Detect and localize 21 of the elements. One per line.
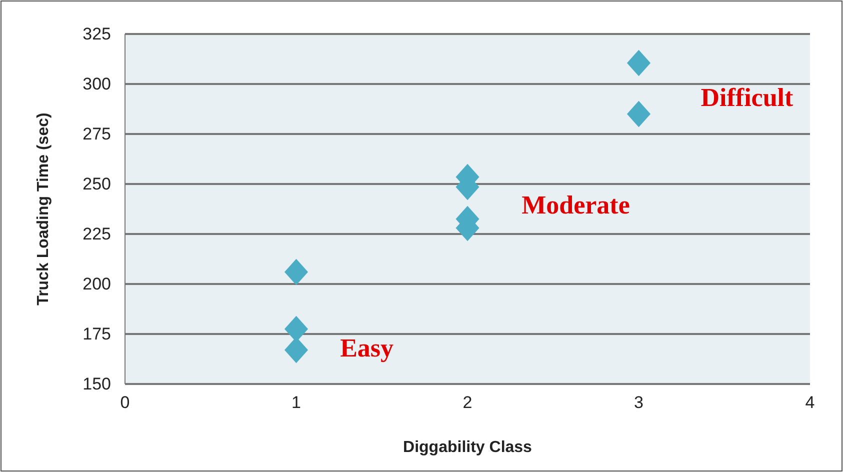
y-tick-label: 275	[82, 124, 111, 144]
y-tick-label: 225	[82, 224, 111, 244]
y-tick-label: 200	[82, 274, 111, 294]
x-tick-label: 3	[634, 393, 644, 412]
y-tick-label: 325	[82, 24, 111, 44]
point	[284, 258, 308, 286]
annotation: Easy	[340, 333, 394, 362]
annotation: Moderate	[522, 190, 630, 220]
y-tick-label: 150	[82, 374, 111, 394]
point	[626, 50, 651, 76]
x-tick-label: 1	[292, 393, 301, 412]
annotation: Difficult	[700, 83, 794, 112]
y-tick-label: 250	[82, 174, 111, 194]
y-tick-label: 175	[82, 324, 111, 344]
x-axis-title: Diggability Class	[403, 439, 532, 456]
x-tick-label: 0	[120, 393, 130, 412]
y-axis-title: Truck Loading Time (sec)	[35, 112, 52, 306]
point	[626, 100, 651, 128]
x-tick-label: 4	[805, 393, 815, 412]
y-tick-label: 300	[82, 74, 111, 94]
x-tick-label: 2	[462, 393, 472, 412]
